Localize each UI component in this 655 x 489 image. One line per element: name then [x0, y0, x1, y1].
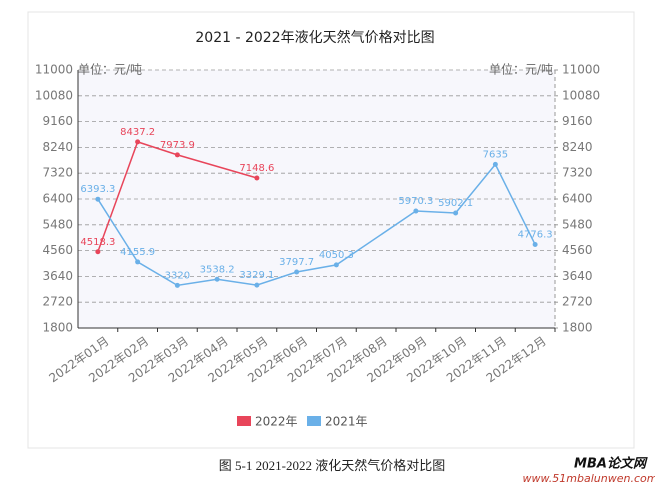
y-tick-label: 5480	[42, 217, 73, 231]
data-label: 5902.1	[438, 198, 473, 209]
point	[174, 282, 180, 288]
point	[532, 242, 538, 248]
point	[95, 249, 101, 255]
point	[174, 152, 180, 158]
y2-tick-label: 5480	[562, 217, 593, 231]
legend-swatch	[307, 416, 321, 426]
data-label: 4050.3	[319, 250, 354, 261]
caption: 图 5-1 2021-2022 液化天然气价格对比图	[219, 458, 445, 473]
data-label: 3329.1	[239, 270, 274, 281]
point	[254, 282, 260, 288]
y2-tick-label: 11000	[562, 63, 600, 77]
watermark-url: www.51mbalunwen.com	[523, 472, 655, 485]
series-line	[97, 140, 258, 253]
y-tick-label: 7320	[42, 166, 73, 180]
data-label: 3320	[165, 270, 190, 281]
y-tick-label: 3640	[42, 269, 73, 283]
chart-title: 2021 - 2022年液化天然气价格对比图	[195, 29, 434, 46]
y-axis-label: 单位：元/吨	[78, 62, 142, 77]
y-tick-label: 9160	[42, 114, 73, 128]
legend-label: 2022年	[255, 415, 298, 429]
legend-swatch	[237, 416, 251, 426]
watermark-title: MBA论文网	[574, 456, 648, 472]
point	[492, 161, 498, 167]
point	[214, 276, 220, 282]
data-label: 8437.2	[120, 127, 155, 138]
y-tick-label: 4560	[42, 243, 73, 257]
point	[294, 269, 300, 275]
point	[135, 139, 141, 145]
point	[453, 210, 459, 216]
y2-tick-label: 3640	[562, 269, 593, 283]
point	[95, 196, 101, 202]
data-label: 3797.7	[279, 257, 314, 268]
y2-tick-label: 9160	[562, 114, 593, 128]
y2-tick-label: 2720	[562, 295, 593, 309]
y2-tick-label: 10080	[562, 88, 600, 102]
y2-axis-label: 单位：元/吨	[489, 62, 553, 77]
data-label: 4518.3	[80, 237, 115, 248]
data-label: 3538.2	[200, 264, 235, 275]
data-label: 4776.3	[518, 230, 553, 241]
y-tick-label: 6400	[42, 192, 73, 206]
y2-tick-label: 8240	[562, 140, 593, 154]
y-tick-label: 10080	[35, 88, 73, 102]
y-tick-label: 1800	[42, 321, 73, 335]
y2-tick-label: 4560	[562, 243, 593, 257]
data-label: 7148.6	[239, 163, 274, 174]
y-tick-label: 2720	[42, 295, 73, 309]
y2-tick-label: 1800	[562, 321, 593, 335]
data-label: 7973.9	[160, 140, 195, 151]
point	[333, 262, 339, 268]
point	[413, 208, 419, 214]
data-label: 4155.9	[120, 247, 155, 258]
y2-tick-label: 6400	[562, 192, 593, 206]
y2-tick-label: 7320	[562, 166, 593, 180]
point	[135, 259, 141, 265]
y-tick-label: 8240	[42, 140, 73, 154]
legend-label: 2021年	[325, 415, 368, 429]
data-label: 6393.3	[80, 184, 115, 195]
y-tick-label: 11000	[35, 63, 73, 77]
data-label: 5970.3	[398, 196, 433, 207]
data-label: 7635	[483, 149, 508, 160]
point	[254, 175, 260, 181]
